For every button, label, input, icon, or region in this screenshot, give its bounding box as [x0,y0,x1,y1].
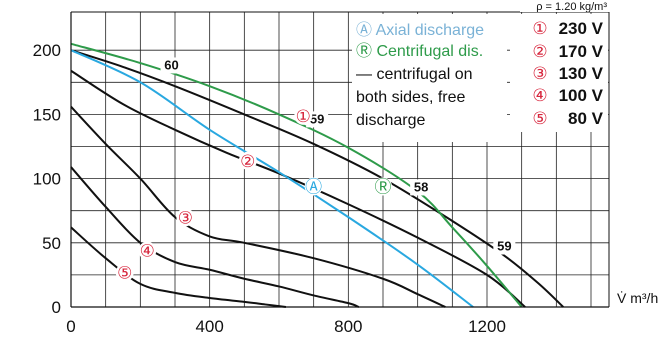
y-tick-label: 200 [33,41,61,60]
curve-marker: ③ [178,208,193,228]
legend-centrifugal: Ⓡ Centrifugal dis. [356,42,483,60]
curve-annotation: 58 [414,179,428,194]
series-lines [70,42,564,308]
voltage-marker: ③ [532,64,547,84]
legend-bg [352,14,507,142]
voltage-legend-bg [510,14,608,132]
axes [70,11,610,308]
series-line-s80 [70,226,287,308]
y-tick-label: 150 [33,105,61,124]
curve-annotation: 59 [497,239,511,254]
marker-bg [115,263,134,282]
series-line-s230 [70,49,564,308]
marker-bg [304,177,323,196]
legend-both-sides-line3: discharge [356,112,425,129]
curve-annotation: 59 [310,111,324,126]
x-tick-label: 1200 [468,317,506,336]
annotation-bg [410,179,433,196]
density-note: ρ = 1.20 kg/m³ [536,1,607,13]
marker-bg [374,177,392,196]
voltage-label: 170 V [559,42,604,61]
marker-bg [294,106,313,125]
curve-marker: Ⓐ [305,177,322,197]
series-line-s130 [70,106,446,308]
voltage-label: 100 V [559,86,604,105]
marker-bg [138,241,157,260]
series-line-centrifugal [70,42,523,308]
density-bg [520,0,612,12]
series-line-s100 [70,166,360,308]
curve-marker: ④ [140,242,155,262]
voltage-label: 130 V [559,64,604,83]
legend-both-sides: — centrifugal on [356,66,473,83]
curve-marker: ② [240,152,255,172]
x-tick-label: 800 [334,317,362,336]
voltage-marker: ⑤ [532,109,547,129]
voltage-marker: ④ [532,86,547,106]
voltage-marker: ① [532,19,547,39]
curve-marker: Ⓡ [375,177,392,197]
x-tick-label: 400 [195,317,223,336]
curve-annotation: 60 [164,57,178,72]
y-tick-label: 0 [52,298,61,317]
x-tick-label: 0 [66,317,75,336]
y-tick-label: 100 [33,170,61,189]
legend-axial: Ⓐ Axial discharge [356,21,484,39]
marker-bg [238,151,257,170]
x-axis-label: V̇ m³/h [617,290,658,306]
marker-bg [176,208,195,227]
annotation-bg [493,238,516,255]
legend-both-sides-line2: both sides, free [356,89,466,106]
annotation-bg [160,57,183,74]
curve-marker: ⑤ [117,263,132,283]
voltage-label: 230 V [559,19,604,38]
curve-marker: ① [296,107,311,127]
series-line-axial [70,49,474,308]
y-tick-label: 50 [42,234,61,253]
voltage-label: 80 V [568,109,604,128]
voltage-marker: ② [532,42,547,62]
